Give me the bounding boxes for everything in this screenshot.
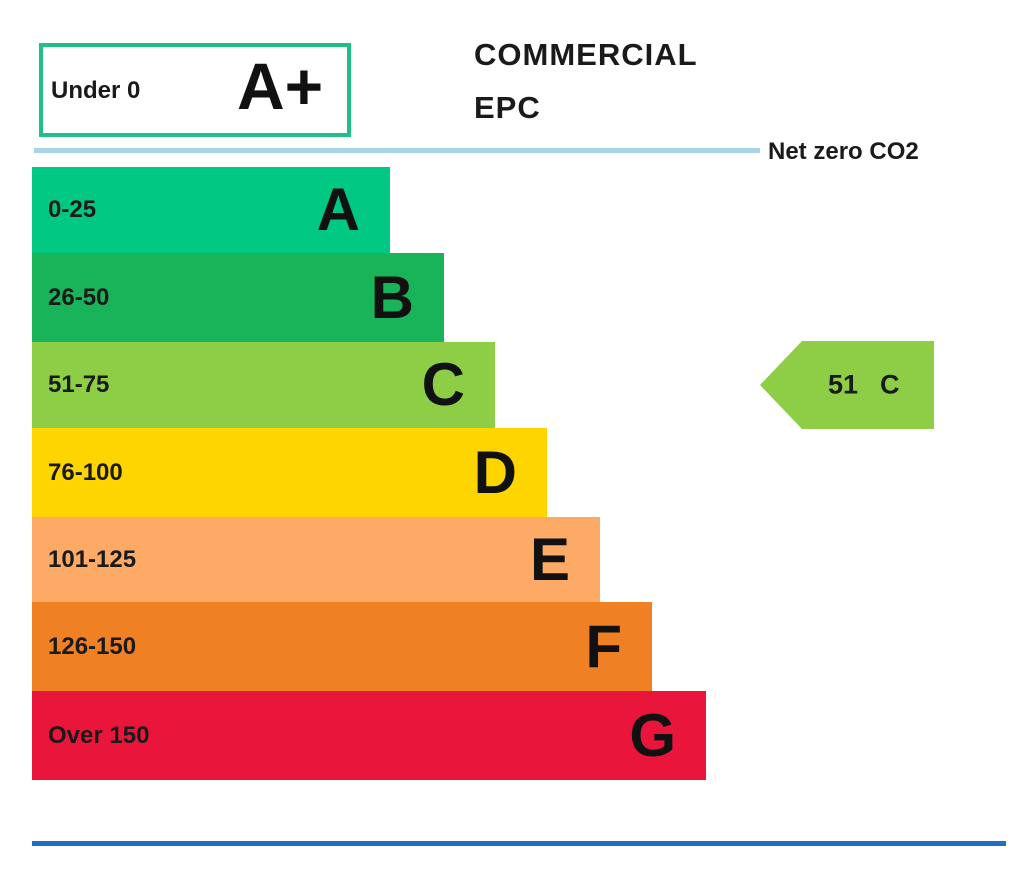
- band-g-letter: G: [629, 701, 676, 769]
- current-rating-text: 51 C: [828, 370, 900, 401]
- band-d-range: 76-100: [48, 458, 123, 486]
- band-f: 126-150 F: [32, 602, 652, 691]
- band-a-range: 0-25: [48, 196, 97, 223]
- band-d: 76-100 D: [32, 428, 547, 517]
- band-e-letter: E: [529, 525, 570, 593]
- band-d-letter: D: [473, 438, 517, 506]
- band-a-plus-letter: A+: [237, 49, 324, 123]
- band-e-range: 101-125: [48, 545, 137, 573]
- footer-line: [32, 841, 1006, 846]
- band-b-range: 26-50: [48, 283, 110, 311]
- band-f-letter: F: [585, 612, 622, 680]
- net-zero-line: [34, 148, 760, 153]
- pointer-arrow-shape: [760, 341, 934, 429]
- band-b: 26-50 B: [32, 253, 444, 342]
- heading-line-1: COMMERCIAL: [474, 37, 698, 72]
- band-g-range: Over 150: [48, 721, 150, 749]
- current-rating-letter: C: [880, 369, 900, 400]
- heading-line-2: EPC: [474, 90, 541, 125]
- band-a-plus: Under 0 A+: [39, 43, 351, 137]
- band-a: 0-25 A: [32, 167, 390, 253]
- band-a-plus-range: Under 0: [51, 77, 141, 104]
- band-g: Over 150 G: [32, 691, 706, 780]
- current-rating-pointer: 51 C: [760, 341, 934, 429]
- band-f-range: 126-150: [48, 632, 137, 660]
- band-c-letter: C: [421, 351, 465, 418]
- band-c-range: 51-75: [48, 371, 110, 398]
- chart-heading: COMMERCIAL EPC: [474, 28, 774, 134]
- net-zero-label: Net zero CO2: [768, 138, 919, 165]
- band-c: 51-75 C: [32, 342, 495, 428]
- band-e: 101-125 E: [32, 517, 600, 602]
- band-a-letter: A: [316, 176, 360, 243]
- band-b-letter: B: [370, 263, 414, 331]
- current-rating-score: 51: [828, 369, 859, 400]
